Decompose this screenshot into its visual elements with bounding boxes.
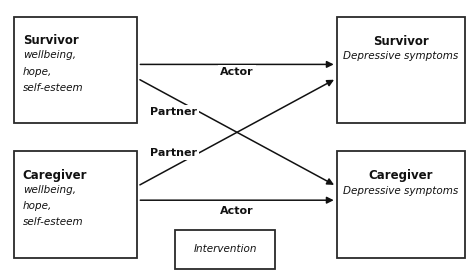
Text: Caregiver: Caregiver [368,169,433,182]
Text: Caregiver: Caregiver [23,169,87,181]
Text: Depressive symptoms: Depressive symptoms [343,186,458,196]
Text: hope,: hope, [23,67,52,77]
FancyBboxPatch shape [14,151,137,258]
FancyBboxPatch shape [175,230,275,269]
Text: wellbeing,: wellbeing, [23,50,76,60]
Text: Depressive symptoms: Depressive symptoms [343,51,458,61]
Text: Partner: Partner [149,107,197,117]
Text: Actor: Actor [220,206,254,216]
Text: self-esteem: self-esteem [23,83,83,93]
Text: Actor: Actor [220,67,254,77]
Text: Intervention: Intervention [193,244,257,254]
Text: self-esteem: self-esteem [23,217,83,227]
FancyBboxPatch shape [337,151,465,258]
Text: wellbeing,: wellbeing, [23,185,76,195]
Text: hope,: hope, [23,201,52,211]
Text: Partner: Partner [149,148,197,158]
FancyBboxPatch shape [337,17,465,123]
Text: Survivor: Survivor [23,34,79,47]
Text: Survivor: Survivor [373,35,428,48]
FancyBboxPatch shape [14,17,137,123]
